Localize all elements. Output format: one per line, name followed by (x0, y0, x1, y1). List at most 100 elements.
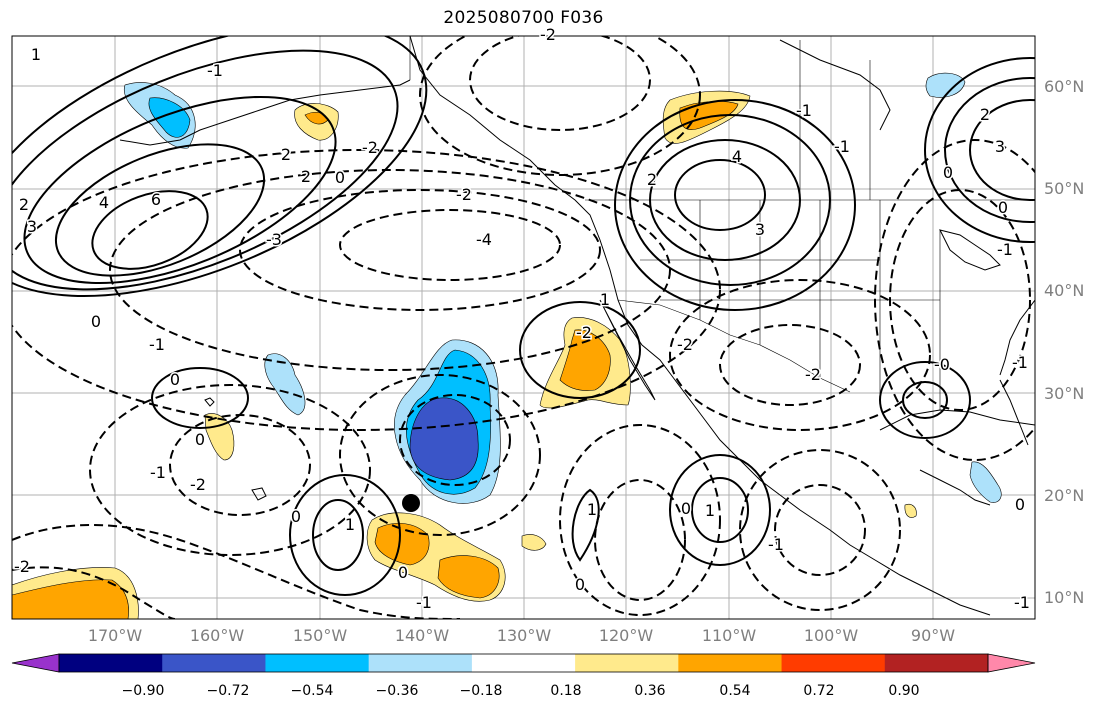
contour-low-us-2 (669, 279, 931, 431)
florida (999, 379, 1029, 446)
contour-high-ne-1 (969, 99, 1035, 201)
contour-label: 4 (732, 147, 742, 166)
contour-low-pacific-lower (12, 524, 461, 619)
hawaii-1 (204, 397, 215, 407)
colorbar-extend-low (11, 653, 60, 673)
contour-zero-gulf (879, 361, 971, 439)
contour-high-ne-3 (924, 57, 1035, 243)
contour-label: 1 (345, 515, 355, 534)
contour-low-east-2 (874, 139, 1035, 461)
contour-label: 0 (575, 575, 585, 594)
lat-label-20n: 20°N (1044, 486, 1085, 505)
contour-label: -1 (1012, 353, 1028, 372)
contour-label: 6 (151, 190, 161, 209)
contour-label: 2 (301, 167, 311, 186)
contour-low-mex-1 (774, 484, 866, 576)
lat-label-10n: 10°N (1044, 588, 1085, 607)
colorbar-swatch (678, 654, 783, 672)
contour-low-east (889, 189, 1031, 411)
lon-label-140w: 140°W (394, 626, 450, 645)
alaska-south-coast (119, 79, 411, 146)
contour-label: 2 (647, 170, 657, 189)
colorbar-frame (58, 653, 989, 673)
contour-label: -2 (576, 323, 592, 342)
contour-label: -4 (476, 230, 492, 249)
contour-label: -2 (456, 185, 472, 204)
yucatan (919, 469, 991, 506)
contour-label: 2 (19, 195, 29, 214)
colorbar-tick-label: −0.54 (290, 683, 334, 699)
colorbar-tick-label: 0.90 (888, 683, 920, 699)
contour-low-pacific-4 (12, 149, 721, 431)
colorbar-swatch (884, 654, 989, 672)
contour-low-west-2 (89, 384, 371, 556)
colorbar-tick-label: 0.18 (550, 683, 582, 699)
lat-label-60n: 60°N (1044, 77, 1085, 96)
contour-label: -1 (1014, 593, 1030, 612)
blue-anomaly-gulf (969, 461, 1002, 503)
colorbar-swatch (162, 654, 266, 672)
orange-anomaly-south-west (374, 522, 430, 566)
yellow-anomaly-hawaii (204, 413, 235, 461)
contour-zero-hawaii (151, 367, 249, 429)
lon-label-120w: 120°W (598, 626, 654, 645)
colorbar-tick-label: 0.36 (634, 683, 666, 699)
blue-anomaly-central-core (409, 397, 479, 481)
colorbar-extend-high (987, 653, 1036, 673)
contour-label: -2 (805, 365, 821, 384)
contour-label: -1 (150, 463, 166, 482)
contour-low-central-2 (339, 374, 541, 536)
contour-label: 0 (398, 563, 408, 582)
contour-label: 0 (998, 198, 1008, 217)
yellow-anomaly-small-2 (904, 503, 917, 518)
lon-label-100w: 100°W (803, 626, 859, 645)
colorbar-tick-label: −0.36 (375, 683, 419, 699)
blue-anomaly-alaska-core (148, 97, 191, 138)
contour-high-canada-3 (629, 114, 831, 286)
colorbar-swatch (781, 654, 886, 672)
contour-label: -3 (266, 230, 282, 249)
contour-label: 0 (1015, 495, 1025, 514)
contour-high-pacific-5 (12, 36, 428, 297)
contour-high-canada-2 (649, 139, 801, 261)
colorbar-tick-label: 0.54 (719, 683, 751, 699)
contour-label: -2 (14, 557, 30, 576)
contour-label: 1 (705, 501, 715, 520)
contour-label: -0 (934, 355, 950, 374)
yellow-anomaly-small-1 (521, 534, 547, 551)
lat-label-40n: 40°N (1044, 281, 1085, 300)
contour-low-pacific-1 (339, 209, 561, 281)
storm-center-marker (402, 494, 420, 512)
contour-label: 0 (195, 430, 205, 449)
colorbar-tick-label: −0.90 (121, 683, 165, 699)
contour-label: 2 (281, 145, 291, 164)
colorbar-tick-label: −0.72 (206, 683, 250, 699)
map-title: 2025080700 F036 (443, 8, 604, 28)
colorbar-swatch (59, 654, 163, 672)
east-coast (999, 299, 1035, 376)
contour-label: -1 (149, 335, 165, 354)
contour-low-sw-2 (559, 424, 721, 616)
orange-anomaly-south-east (437, 555, 500, 599)
colorbar-swatch (575, 654, 679, 672)
contour-high-canada-1 (674, 159, 766, 231)
contour-low-top-2 (419, 36, 701, 176)
contour-label: 0 (943, 163, 953, 182)
contour-label: -1 (997, 240, 1013, 259)
contour-label: -1 (416, 593, 432, 612)
contour-one-south (312, 499, 364, 571)
graticule (12, 36, 1035, 619)
contour-low-west-1 (169, 414, 311, 516)
contour-zero-south (289, 474, 401, 596)
map-frame (11, 35, 1036, 620)
contour-high-canada-4 (614, 99, 856, 311)
blue-anomaly-ne (925, 72, 966, 98)
contour-label: 0 (681, 499, 691, 518)
lat-label-50n: 50°N (1044, 179, 1085, 198)
great-lakes (939, 229, 1001, 271)
contour-low-pacific-3 (109, 169, 671, 371)
positive-contours (12, 36, 1035, 596)
contour-low-us-1 (719, 324, 861, 406)
contour-label: 3 (27, 217, 37, 236)
baja-peninsula (599, 299, 656, 401)
